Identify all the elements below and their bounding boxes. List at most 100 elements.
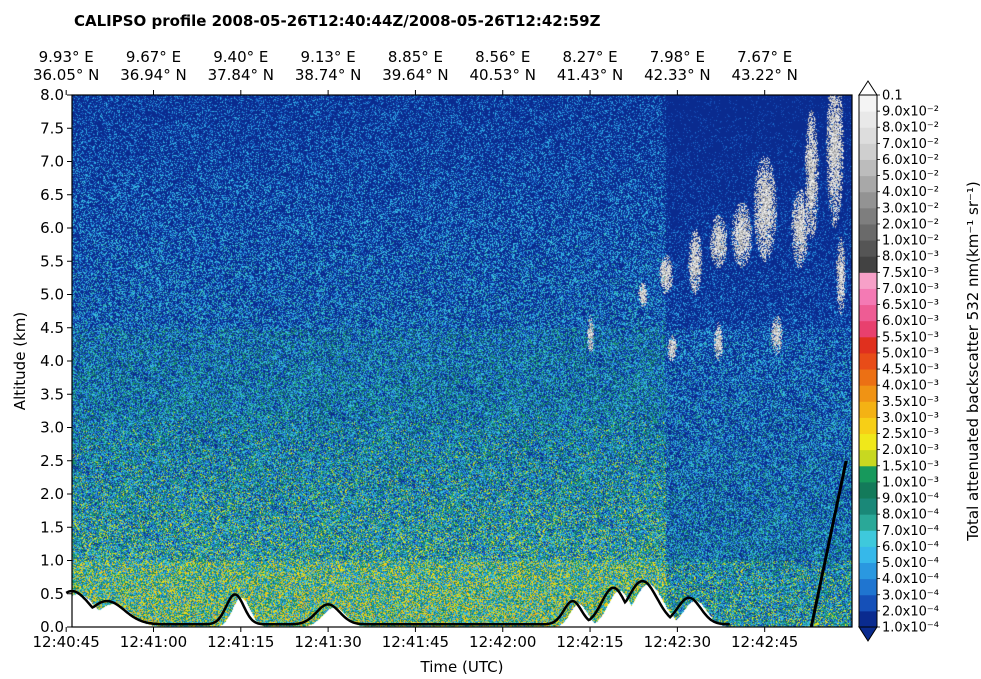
colorbar-segment	[859, 546, 877, 564]
y-tick-label: 5.5	[40, 252, 64, 270]
y-tick-label: 0.0	[40, 618, 64, 636]
x-tick-label: 12:42:45	[731, 633, 798, 651]
colorbar-segment	[859, 336, 877, 354]
colorbar-frame	[858, 94, 878, 628]
y-tick-label: 5.0	[40, 286, 64, 304]
colorbar-tick-label: 2.5x10⁻³	[882, 427, 939, 442]
colorbar-tick-label: 6.0x10⁻²	[882, 153, 939, 168]
colorbar-tick-label: 9.0x10⁻²	[882, 105, 939, 120]
colorbar-tick-label: 3.0x10⁻³	[882, 411, 939, 426]
colorbar-tick-label: 4.0x10⁻³	[882, 379, 939, 394]
colorbar-segment	[859, 304, 877, 322]
top-tick-lat: 38.74° N	[295, 66, 361, 84]
surface-elevation-line	[65, 579, 730, 626]
y-tick-label: 6.0	[40, 219, 64, 237]
colorbar-segment	[859, 352, 877, 370]
top-tick-lat: 43.22° N	[731, 66, 797, 84]
colorbar-segment	[859, 433, 877, 451]
top-tick-lat: 39.64° N	[382, 66, 448, 84]
y-tick-label: 7.5	[40, 119, 64, 137]
y-tick-label: 4.5	[40, 319, 64, 337]
chart-title: CALIPSO profile 2008-05-26T12:40:44Z/200…	[74, 12, 601, 30]
colorbar-tick-label: 0.1	[882, 89, 903, 104]
colorbar-tick-label: 3.0x10⁻⁴	[882, 588, 939, 603]
top-tick-lat: 42.33° N	[644, 66, 710, 84]
colorbar-segment	[859, 127, 877, 144]
top-tick-lon: 9.67° E	[126, 48, 181, 66]
colorbar-segment	[859, 111, 877, 128]
colorbar-segment	[859, 272, 877, 289]
colorbar-tick-label: 4.5x10⁻³	[882, 363, 939, 378]
y-axis-label: Altitude (km)	[11, 312, 29, 410]
terrain-streak	[809, 460, 848, 628]
x-axis: 12:40:45 12:41:00 12:41:15 12:41:30 12:41:45…	[32, 627, 798, 651]
colorbar-segment	[859, 610, 877, 628]
x-tick-label: 12:41:45	[382, 633, 449, 651]
colorbar-tick-label: 3.0x10⁻²	[882, 201, 939, 216]
colorbar-tick-label: 5.5x10⁻³	[882, 330, 939, 345]
colorbar-segment	[859, 498, 877, 515]
top-tick-lon: 7.98° E	[650, 48, 705, 66]
colorbar-segment	[859, 562, 877, 580]
y-tick-label: 8.0	[40, 86, 64, 104]
top-tick-lat: 36.94° N	[120, 66, 186, 84]
top-axis: 9.93° E36.05° N 9.67° E36.94° N 9.40° E37.…	[33, 48, 798, 95]
colorbar-tick-label: 5.0x10⁻²	[882, 169, 939, 184]
y-axis: 0.0 0.5 1.0 1.5 2.0 2.5 3.0 3.5 4.0 4.5 5.0 5.5 6.0 6…	[40, 86, 72, 636]
colorbar-tick-label: 1.0x10⁻³	[882, 475, 939, 490]
top-tick-lon: 8.27° E	[562, 48, 617, 66]
colorbar-tick-label: 7.0x10⁻²	[882, 137, 939, 152]
colorbar-tick-label: 6.0x10⁻³	[882, 314, 939, 329]
x-tick-label: 12:41:00	[120, 633, 187, 651]
backscatter-heatmap	[72, 95, 852, 627]
colorbar-segment	[859, 320, 877, 338]
colorbar-segment	[859, 578, 877, 596]
top-tick-lat: 40.53° N	[470, 66, 536, 84]
colorbar-tick-label: 1.0x10⁻⁴	[882, 621, 939, 636]
y-tick-label: 2.0	[40, 485, 64, 503]
colorbar-tick-label: 6.5x10⁻³	[882, 298, 939, 313]
x-axis-label: Time (UTC)	[420, 658, 504, 676]
colorbar-tick-label: 8.0x10⁻²	[882, 121, 939, 136]
colorbar-segment	[859, 449, 877, 467]
colorbar-tick-label: 8.0x10⁻⁴	[882, 508, 939, 523]
top-tick-lat: 41.43° N	[557, 66, 623, 84]
colorbar-segment	[859, 369, 877, 386]
colorbar-segment	[859, 401, 877, 418]
top-tick-lat: 37.84° N	[208, 66, 274, 84]
top-tick-lon: 8.85° E	[388, 48, 443, 66]
colorbar-tick-label: 1.5x10⁻³	[882, 459, 939, 474]
y-tick-label: 6.5	[40, 186, 64, 204]
x-tick-label: 12:42:30	[644, 633, 711, 651]
colorbar-tick-label: 9.0x10⁻⁴	[882, 492, 939, 507]
colorbar-max-extend	[858, 80, 878, 96]
plot-frame	[71, 94, 853, 628]
x-tick-label: 12:40:45	[32, 633, 99, 651]
colorbar-segment	[859, 385, 877, 402]
x-tick-label: 12:41:15	[207, 633, 274, 651]
colorbar-tick-label: 5.0x10⁻⁴	[882, 556, 939, 571]
y-tick-label: 1.0	[40, 552, 64, 570]
colorbar-segment	[859, 207, 877, 225]
y-tick-label: 3.0	[40, 419, 64, 437]
top-tick-lon: 8.56° E	[475, 48, 530, 66]
top-tick-lon: 9.40° E	[213, 48, 268, 66]
colorbar-segment	[859, 481, 877, 499]
colorbar-tick-label: 5.0x10⁻³	[882, 346, 939, 361]
colorbar-tick-label: 1.0x10⁻²	[882, 234, 939, 249]
colorbar-tick-label: 4.0x10⁻⁴	[882, 572, 939, 587]
colorbar-segment	[859, 514, 877, 531]
colorbar-segment	[859, 191, 877, 209]
colorbar-label: Total attenuated backscatter 532 nm(km⁻¹…	[964, 181, 981, 542]
colorbar-tick-label: 4.0x10⁻²	[882, 185, 939, 200]
colorbar-segment	[859, 143, 877, 160]
top-tick-lat: 36.05° N	[33, 66, 99, 84]
colorbar-tick-label: 7.5x10⁻³	[882, 266, 939, 281]
top-tick-lon: 9.93° E	[39, 48, 94, 66]
y-tick-label: 4.0	[40, 352, 64, 370]
x-tick-label: 12:41:30	[294, 633, 361, 651]
colorbar-tick-label: 2.0x10⁻³	[882, 443, 939, 458]
top-tick-lon: 9.13° E	[301, 48, 356, 66]
